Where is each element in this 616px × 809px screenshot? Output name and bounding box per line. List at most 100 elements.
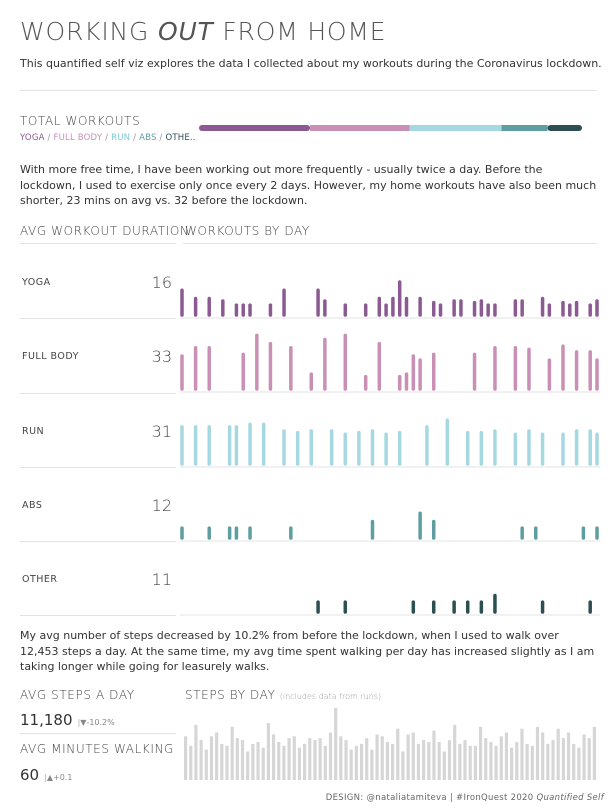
avg-minutes-heading: AVG MINUTES WALKING <box>20 742 174 756</box>
legend-full-body: FULL BODY <box>53 133 103 143</box>
steps-bar <box>359 743 364 780</box>
avg-duration-run: 31 <box>151 422 172 441</box>
avg-minutes-delta: ▲+0.1 <box>46 773 73 782</box>
steps-bar <box>323 745 327 780</box>
divider <box>20 467 176 468</box>
page-subtitle: This quantified self viz explores the da… <box>20 57 602 70</box>
steps-bar <box>292 736 296 780</box>
legend-yoga: YOGA <box>20 133 45 143</box>
steps-bar <box>499 736 503 780</box>
steps-bar <box>556 728 560 780</box>
steps-bar <box>489 742 493 780</box>
steps-bar <box>582 734 586 780</box>
steps-chart-title: STEPS BY DAY <box>185 688 276 702</box>
row-label-other: OTHER <box>22 574 58 585</box>
steps-bar <box>204 749 208 780</box>
divider <box>20 318 176 319</box>
steps-bar <box>453 724 457 780</box>
steps-bar <box>561 738 565 780</box>
steps-bar <box>375 734 379 780</box>
steps-bar <box>370 749 374 780</box>
avg-minutes-stat: 60 |▲+0.1 <box>20 766 73 784</box>
page-title: WORKING OUT FROM HOME <box>20 17 386 46</box>
intro-paragraph: With more free time, I have been working… <box>20 163 597 207</box>
steps-bar <box>546 743 550 780</box>
divider <box>183 243 597 244</box>
steps-bar <box>344 740 348 780</box>
steps-bar <box>416 743 421 780</box>
stack-segment-yoga <box>199 125 311 131</box>
divider <box>20 615 176 616</box>
steps-bar <box>287 738 291 780</box>
legend-abs: ABS <box>139 133 157 143</box>
steps-bar <box>520 728 524 780</box>
steps-bar <box>184 736 188 780</box>
steps-bar <box>551 740 555 780</box>
steps-bar <box>401 751 405 780</box>
steps-bar <box>215 732 219 780</box>
steps-bar <box>577 747 581 780</box>
steps-bar <box>447 740 452 780</box>
title-part: FROM HOME <box>213 17 387 46</box>
steps-bar <box>463 740 467 780</box>
avg-steps-delta: ▼-10.2% <box>80 718 115 727</box>
footer-italic: Quantified Self <box>536 793 604 803</box>
workouts-by-day-heading: WORKOUTS BY DAY <box>185 224 310 238</box>
steps-bar <box>277 742 281 780</box>
workout-type-legend: YOGA / FULL BODY / RUN / ABS / OTHE.. <box>20 133 196 143</box>
steps-bar <box>504 732 509 780</box>
steps-bar <box>530 745 534 780</box>
steps-bar <box>256 742 260 780</box>
steps-bar <box>328 732 333 780</box>
steps-bar <box>484 738 488 780</box>
steps-bar <box>442 751 446 780</box>
steps-bar <box>282 745 286 780</box>
footer-credit: DESIGN: @nataliatamiteva | #IronQuest 20… <box>326 793 604 803</box>
stack-segment-othe- <box>547 125 582 131</box>
steps-bar <box>473 745 477 780</box>
steps-bar <box>478 726 483 780</box>
total-workouts-heading: TOTAL WORKOUTS <box>20 114 141 128</box>
steps-paragraph: My avg number of steps decreased by 10.2… <box>20 629 595 673</box>
steps-bar <box>251 743 255 780</box>
avg-duration-abs: 12 <box>151 496 172 515</box>
row-label-yoga: YOGA <box>22 277 51 288</box>
steps-bar <box>510 747 514 780</box>
steps-bar <box>385 742 389 780</box>
divider <box>20 243 176 244</box>
footer-text: DESIGN: @nataliatamiteva | #IronQuest 20… <box>325 793 537 803</box>
steps-bar <box>194 724 198 780</box>
steps-bar <box>566 732 571 780</box>
title-emphasis: OUT <box>157 17 214 46</box>
steps-bar <box>406 734 410 780</box>
steps-bar <box>354 745 358 780</box>
steps-bar <box>261 747 265 780</box>
steps-bar <box>541 732 545 780</box>
row-label-run: RUN <box>22 426 45 437</box>
steps-bar <box>271 734 276 780</box>
steps-bar <box>199 740 203 780</box>
total-workouts-stacked-bar <box>199 125 582 131</box>
steps-bar <box>572 743 576 780</box>
steps-bar <box>349 749 353 780</box>
steps-by-day-heading: STEPS BY DAY (includes data from runs) <box>185 688 381 702</box>
stack-segment-abs <box>501 125 548 131</box>
steps-bar <box>313 740 317 780</box>
steps-bar <box>308 738 312 780</box>
steps-chart-note: (includes data from runs) <box>279 692 382 701</box>
divider <box>20 733 176 734</box>
steps-bar <box>266 723 270 780</box>
steps-by-day-chart <box>184 707 596 780</box>
steps-bar <box>230 726 234 780</box>
steps-bar <box>240 740 245 780</box>
steps-bar <box>432 730 436 780</box>
title-part: WORKING <box>20 17 158 46</box>
steps-bar <box>494 745 498 780</box>
stack-segment-run <box>409 125 502 131</box>
divider <box>20 90 597 91</box>
row-label-abs: ABS <box>22 500 43 511</box>
steps-bar <box>391 743 395 780</box>
steps-bar <box>468 745 472 780</box>
steps-bar <box>411 732 415 780</box>
steps-bar <box>318 738 322 780</box>
